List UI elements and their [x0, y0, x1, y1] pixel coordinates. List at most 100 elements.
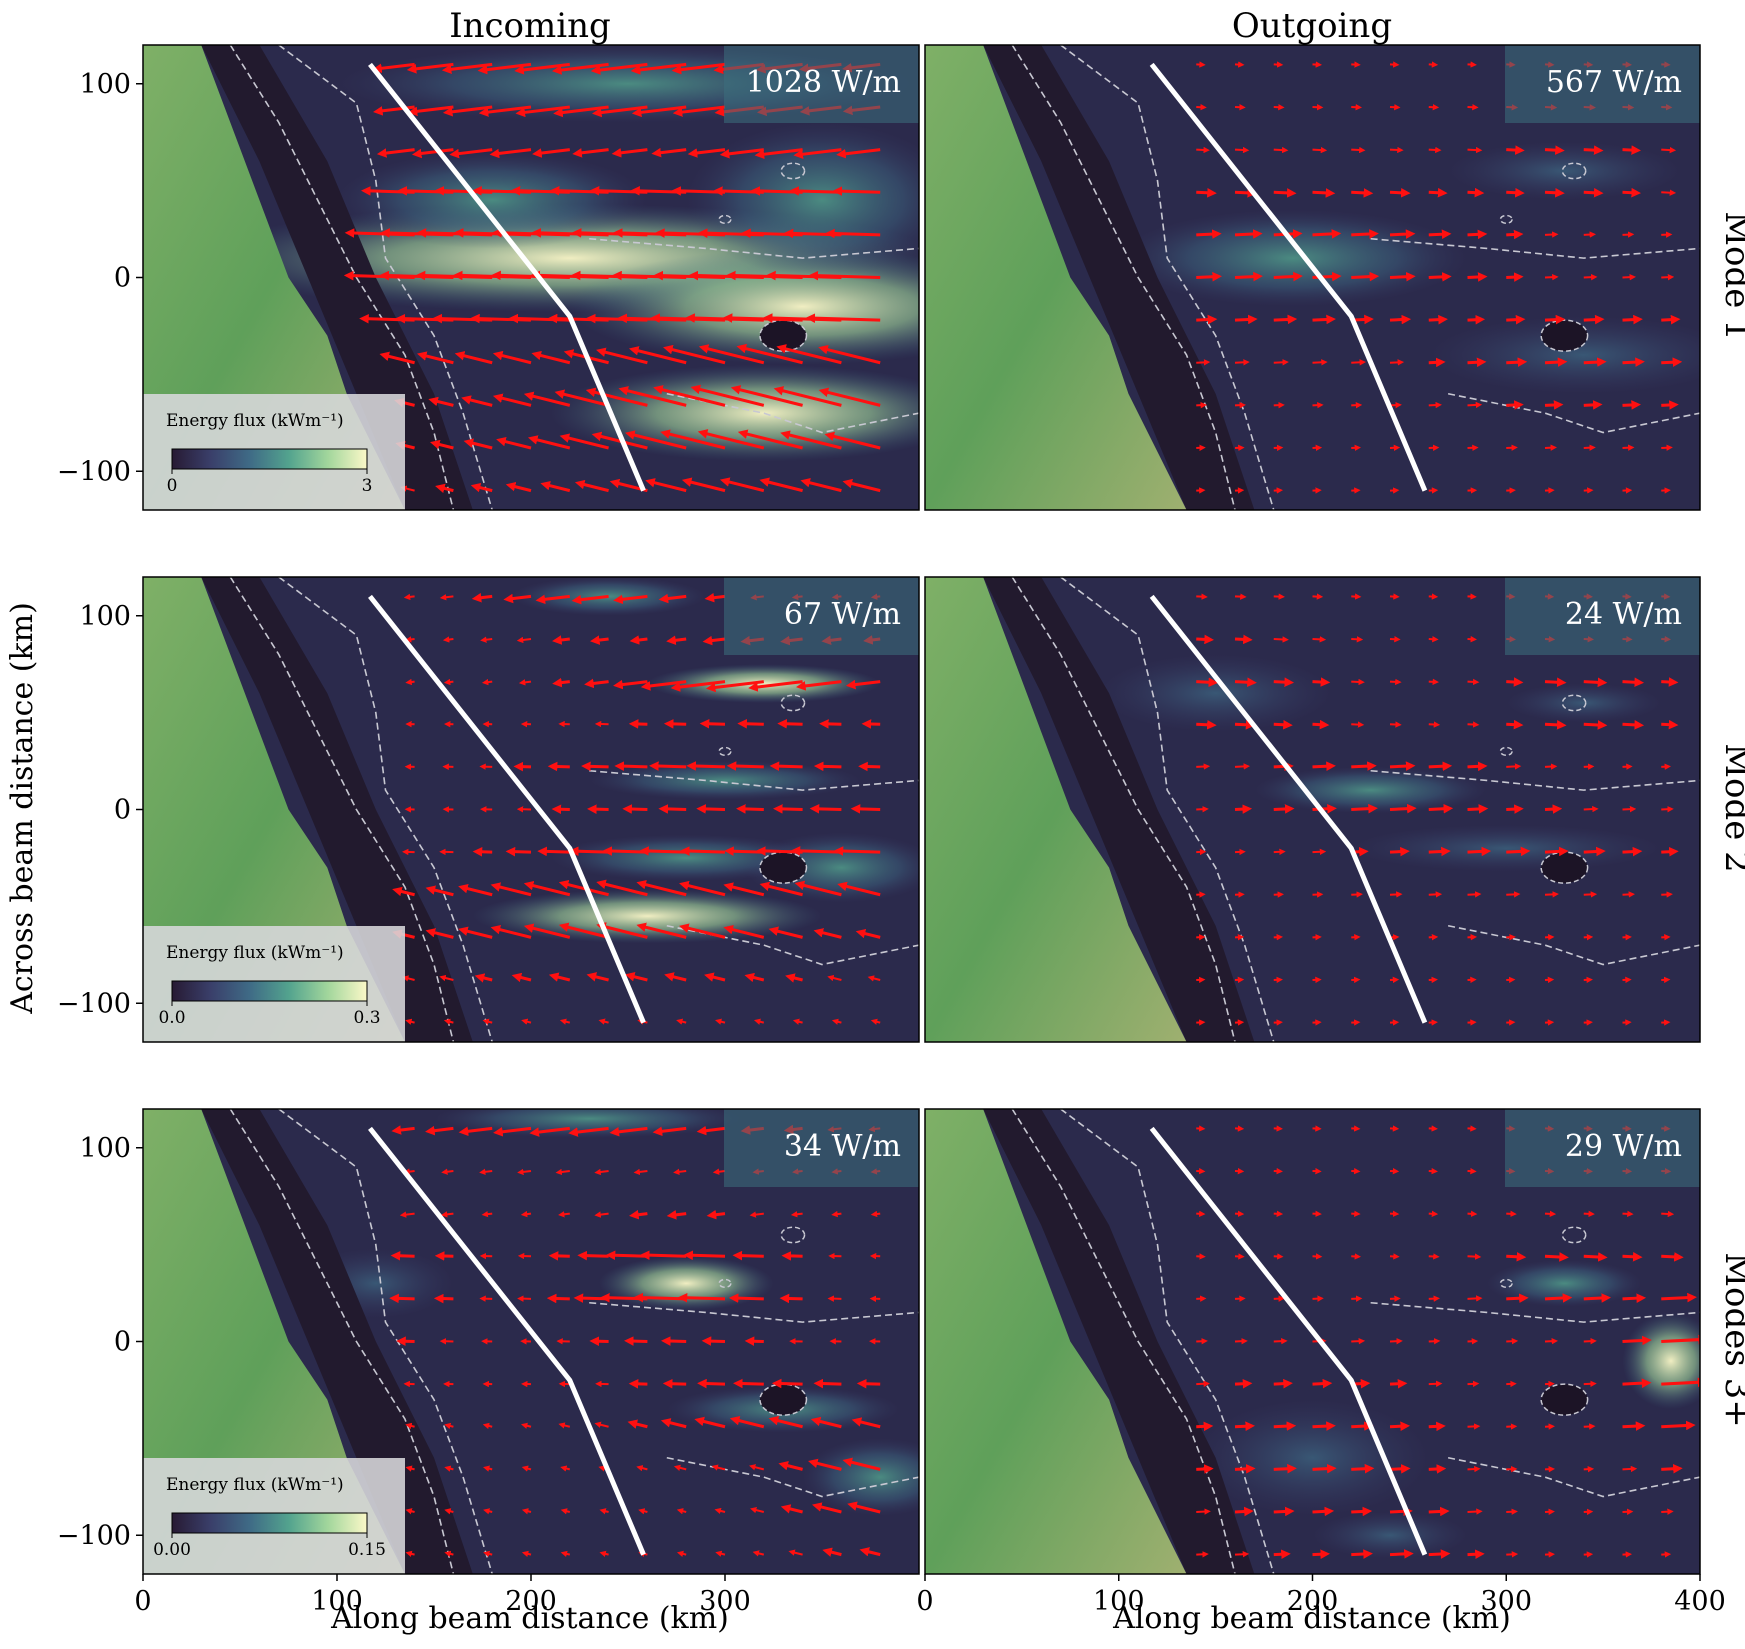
- flux-arrow: [696, 1125, 726, 1136]
- flux-arrow: [1312, 146, 1328, 154]
- flux-arrow: [1544, 145, 1565, 155]
- flux-arrow: [1389, 761, 1416, 771]
- flux-arrow: [376, 148, 415, 158]
- flux-arrow: [1273, 1378, 1293, 1389]
- flux-arrow: [1351, 761, 1377, 771]
- flux-arrow: [596, 879, 648, 897]
- flux-arrow: [780, 430, 842, 450]
- flux-arrow: [1506, 400, 1524, 410]
- flux-arrow: [1506, 1251, 1527, 1262]
- flux-arrow: [379, 351, 415, 365]
- flux-label-box: [724, 577, 919, 655]
- flux-arrow: [552, 677, 570, 688]
- flux-arrow: [1389, 146, 1404, 154]
- flux-arrow: [778, 1461, 803, 1471]
- flux-arrow: [1234, 1378, 1253, 1389]
- flux-arrow: [521, 1508, 532, 1515]
- flux-arrow: [1428, 357, 1446, 368]
- flux-arrow: [624, 972, 648, 982]
- flux-arrow: [624, 1336, 648, 1346]
- flux-arrow: [1196, 229, 1222, 239]
- flux-arrow: [389, 1293, 415, 1304]
- flux-arrow: [1312, 1378, 1333, 1389]
- colorbar-title: Energy flux (kWm⁻¹): [166, 411, 344, 431]
- depth-contour: [589, 769, 919, 791]
- column-title-outgoing: Outgoing: [1232, 6, 1392, 46]
- flux-arrow: [425, 885, 454, 897]
- flux-arrow: [1467, 1295, 1483, 1302]
- flux-arrow: [1661, 1463, 1683, 1474]
- flux-arrow: [482, 1422, 493, 1430]
- flux-arrow: [1661, 1292, 1697, 1303]
- flux-arrow: [813, 928, 842, 939]
- flux-arrow: [1583, 187, 1604, 198]
- flux-arrow: [1428, 761, 1453, 771]
- flux-arrow: [481, 678, 493, 686]
- flux-region: [1196, 1399, 1429, 1516]
- flux-arrow: [416, 351, 454, 365]
- flux-arrow: [652, 1126, 687, 1137]
- flux-arrow: [1273, 359, 1289, 366]
- seamount-contour: [1540, 1383, 1589, 1416]
- flux-arrow: [1622, 273, 1637, 281]
- flux-arrow: [490, 924, 532, 939]
- flux-arrow: [1661, 1420, 1696, 1431]
- flux-arrow: [1428, 314, 1448, 325]
- shelf-region: [201, 577, 473, 1042]
- flux-arrow: [673, 1168, 687, 1175]
- flux-arrow: [832, 186, 881, 196]
- flux-arrow: [660, 429, 726, 450]
- flux-arrow: [856, 1378, 881, 1389]
- flux-arrow: [428, 396, 454, 407]
- shelf-region: [201, 1109, 473, 1574]
- flux-arrow: [558, 922, 609, 939]
- flux-arrow: [1234, 763, 1251, 770]
- colorbar-tick-label: 3: [362, 476, 373, 496]
- flux-label-box: [724, 45, 919, 123]
- flux-arrow: [1273, 1463, 1297, 1474]
- flux-arrow: [1273, 1421, 1297, 1431]
- flux-arrow: [596, 347, 648, 365]
- flux-arrow: [867, 975, 881, 982]
- flux-arrow: [1506, 272, 1524, 282]
- flux-arrow: [1544, 273, 1559, 281]
- y-tick-label: 0: [114, 795, 131, 826]
- flux-arrow: [744, 972, 765, 983]
- flux-arrow: [1544, 231, 1559, 238]
- x-tick-label: 400: [1674, 1586, 1726, 1617]
- flux-arrow: [800, 478, 842, 493]
- flux-arrow: [636, 1465, 648, 1472]
- flux-arrow: [1196, 1421, 1214, 1432]
- flux-arrow: [1583, 314, 1605, 325]
- flux-arrow: [405, 1550, 415, 1558]
- y-tick-label: 0: [114, 263, 131, 294]
- flux-arrow: [1196, 1508, 1211, 1515]
- flux-arrow: [1234, 229, 1263, 239]
- flux-arrow: [1273, 677, 1295, 687]
- flux-arrow: [1506, 804, 1524, 814]
- flux-arrow: [779, 1293, 803, 1304]
- flux-arrow: [552, 635, 570, 645]
- flux-arrow: [1312, 1549, 1331, 1560]
- flux-arrow: [1661, 719, 1679, 730]
- flux-arrow: [694, 1416, 726, 1429]
- seamount-contour: [718, 746, 732, 756]
- flux-arrow: [1467, 1253, 1482, 1260]
- flux-arrow: [1622, 805, 1637, 813]
- flux-arrow: [704, 972, 726, 982]
- flux-vectors: [389, 1124, 881, 1558]
- flux-arrow: [664, 972, 687, 982]
- flux-arrow: [663, 344, 726, 365]
- flux-arrow: [1428, 803, 1454, 814]
- flux-arrow: [1389, 1378, 1408, 1389]
- flux-arrow: [1351, 229, 1379, 239]
- colorbar-tick-label: 0.3: [353, 1008, 380, 1028]
- seamount-contour: [718, 214, 732, 224]
- flux-arrow: [1312, 1506, 1335, 1517]
- flux-arrow: [1312, 1463, 1337, 1474]
- flux-region: [337, 151, 648, 249]
- flux-arrow: [638, 1508, 648, 1515]
- flux-arrow: [1622, 357, 1645, 367]
- flux-arrow: [679, 923, 726, 939]
- flux-arrow: [1544, 400, 1564, 410]
